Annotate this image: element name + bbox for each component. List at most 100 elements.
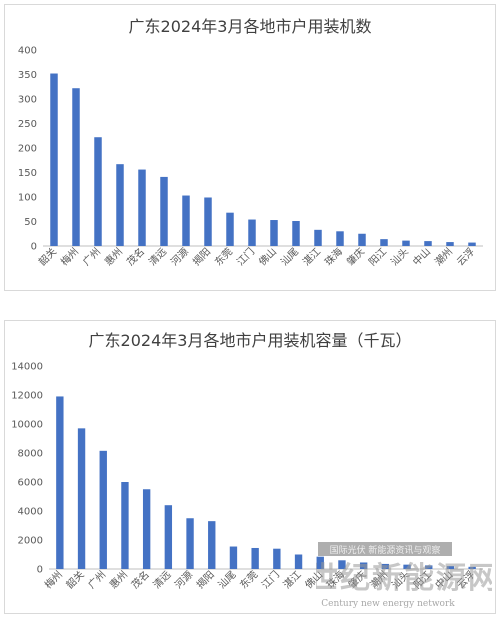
x-tick-label: 阳江 (366, 246, 389, 269)
bar (292, 221, 300, 246)
x-tick-label: 河源 (168, 245, 191, 268)
bar (208, 521, 216, 569)
chart-title: 广东2024年3月各地市户用装机数 (128, 17, 372, 36)
y-tick-label: 50 (24, 217, 37, 228)
y-tick-label: 4000 (18, 507, 43, 518)
x-tick-label: 江门 (259, 568, 282, 591)
x-tick-label: 广州 (86, 569, 109, 592)
x-tick-label: 云浮 (455, 569, 478, 592)
chart-title: 广东2024年3月各地市户用装机容量（千瓦） (88, 331, 412, 350)
x-tick-label: 珠海 (324, 568, 347, 591)
x-tick-label: 湛江 (281, 569, 304, 592)
bar (314, 229, 322, 246)
x-tick-label: 惠州 (107, 568, 130, 591)
x-tick-label: 汕头 (390, 569, 413, 592)
x-tick-label: 惠州 (102, 245, 125, 268)
x-tick-label: 揭阳 (194, 568, 217, 591)
bar (338, 560, 346, 569)
x-tick-label: 云浮 (454, 246, 477, 269)
chart-panel-install-capacity: 广东2024年3月各地市户用装机容量（千瓦） 0 2000 4000 6000 8000… (4, 320, 496, 614)
bar (270, 220, 278, 246)
y-tick-label: 14000 (11, 362, 43, 373)
bar (160, 176, 168, 246)
x-tick-label: 揭阳 (190, 245, 213, 268)
x-tick-label: 韶关 (36, 245, 59, 268)
bar (72, 88, 80, 246)
bar (446, 566, 455, 569)
bar (229, 546, 238, 569)
x-tick-label: 中山 (410, 245, 433, 268)
x-tick-label: 清远 (146, 245, 169, 268)
bar (164, 505, 173, 569)
x-tick-label: 汕头 (388, 246, 411, 269)
x-tick-label: 东莞 (212, 245, 235, 268)
x-tick-label: 汕尾 (216, 569, 239, 592)
bar (380, 239, 388, 246)
x-tick-label: 清远 (150, 568, 173, 591)
y-tick-label: 0 (37, 565, 43, 576)
x-tick-label: 河源 (172, 568, 195, 591)
bar (186, 518, 194, 569)
bar (116, 164, 124, 246)
bar (77, 428, 86, 569)
x-tick-label: 肇庆 (345, 568, 368, 591)
bar (358, 233, 366, 246)
y-tick-label: 300 (18, 95, 37, 106)
bar (99, 450, 107, 569)
x-tick-label: 佛山 (256, 245, 279, 268)
bar (336, 231, 344, 246)
y-tick-label: 8000 (18, 449, 43, 460)
x-tick-label: 广州 (80, 246, 103, 269)
bar (182, 195, 190, 246)
bar (204, 197, 212, 246)
bar (142, 489, 151, 569)
x-tick-label: 梅州 (42, 568, 65, 591)
x-tick-label: 韶关 (63, 568, 86, 591)
x-tick-label: 东莞 (237, 568, 260, 591)
bar (425, 565, 433, 569)
bar (424, 241, 432, 246)
y-tick-label: 10000 (11, 420, 43, 431)
bar (248, 219, 256, 246)
bar (359, 562, 368, 569)
bar (94, 137, 102, 246)
x-tick-label: 湛江 (300, 246, 323, 269)
bar (273, 548, 281, 569)
x-tick-label: 茂名 (128, 568, 151, 591)
bar (402, 240, 410, 246)
bar (56, 396, 64, 569)
x-tick-label: 肇庆 (344, 245, 367, 268)
bar (468, 242, 476, 246)
bar (226, 212, 234, 246)
bar (251, 547, 259, 569)
x-tick-label: 江门 (234, 245, 257, 268)
x-tick-label: 汕尾 (278, 246, 301, 269)
bar (138, 169, 146, 246)
y-tick-label: 200 (18, 144, 37, 155)
x-tick-label: 潮州 (432, 245, 455, 268)
x-tick-label: 梅州 (58, 245, 81, 268)
y-tick-label: 400 (18, 46, 37, 57)
bar (446, 242, 454, 246)
y-tick-label: 12000 (11, 391, 43, 402)
y-tick-label: 150 (18, 168, 37, 179)
x-tick-label: 潮州 (367, 568, 390, 591)
x-tick-label: 珠海 (322, 245, 345, 268)
bar (468, 566, 476, 569)
y-tick-label: 2000 (18, 536, 43, 547)
bar (294, 554, 303, 569)
y-tick-label: 6000 (18, 478, 43, 489)
y-tick-label: 350 (18, 70, 37, 81)
bar-chart-install-count: 0 50 100 150 200 250 300 350 400 韶关 梅州 广州 惠州 茂名 清远 河源 揭阳… (18, 46, 483, 269)
bar-chart-install-capacity: 0 2000 4000 6000 8000 10000 12000 14000 梅州 韶关 广州 惠州… (11, 362, 483, 592)
x-tick-label: 阳江 (411, 569, 434, 592)
y-tick-label: 100 (18, 193, 37, 204)
x-tick-label: 茂名 (124, 245, 147, 268)
x-tick-label: 佛山 (302, 568, 325, 591)
y-tick-label: 0 (31, 242, 37, 253)
bar (403, 564, 411, 569)
bar (381, 563, 390, 569)
x-tick-label: 中山 (432, 568, 455, 591)
y-tick-label: 250 (18, 119, 37, 130)
bar (50, 73, 58, 247)
